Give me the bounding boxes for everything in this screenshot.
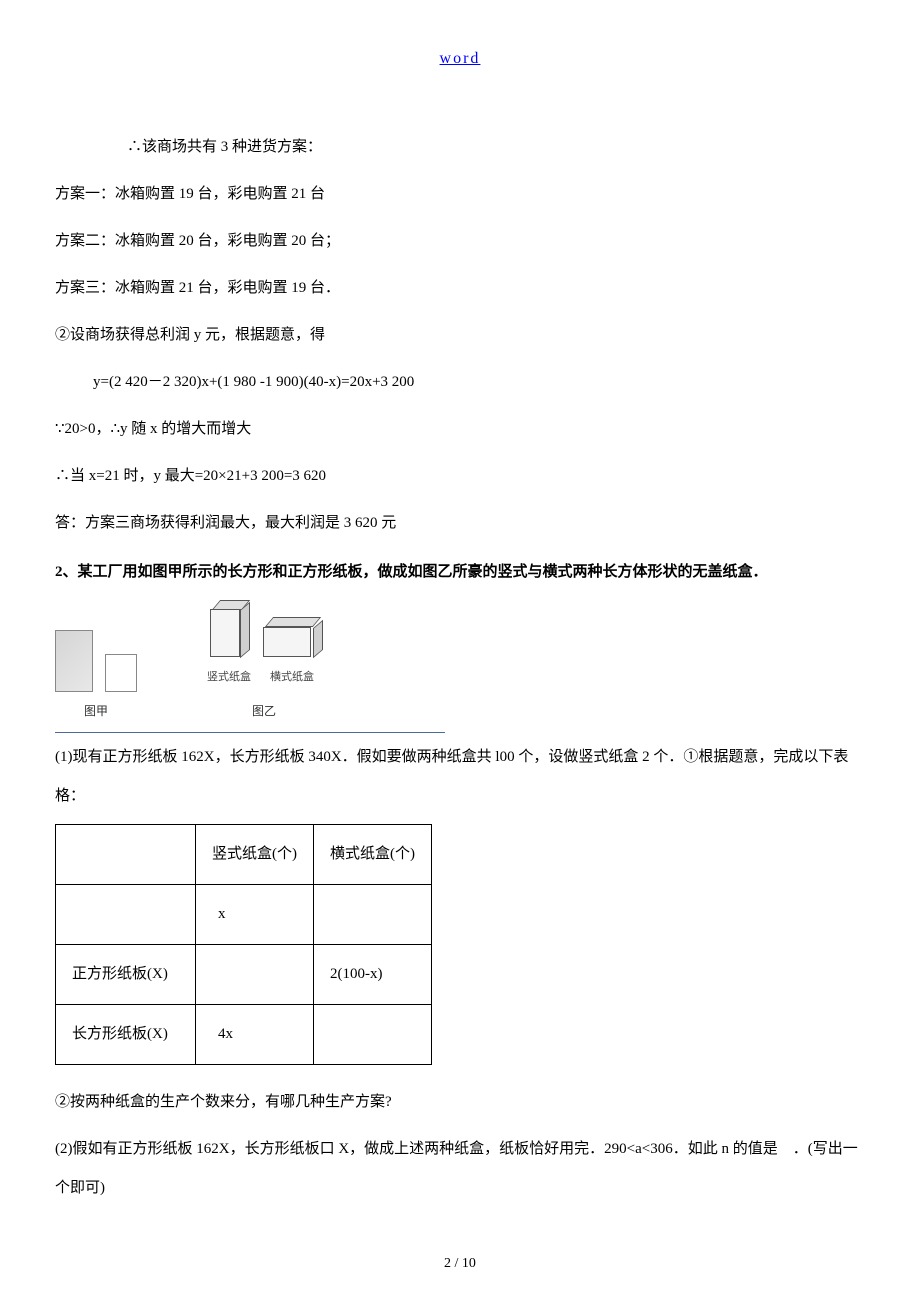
- table-cell-empty: [314, 884, 432, 944]
- data-table: 竖式纸盒(个) 横式纸盒(个) x 正方形纸板(X) 2(100-x) 长方形纸…: [55, 824, 432, 1065]
- table-row: 竖式纸盒(个) 横式纸盒(个): [56, 824, 432, 884]
- table-row2-label: 正方形纸板(X): [56, 944, 196, 1004]
- table-cell-val: 2(100-x): [314, 944, 432, 1004]
- since-line: ∵20>0，∴y 随 x 的增大而增大: [55, 410, 865, 449]
- plan-2: 方案二：冰箱购置 20 台，彩电购置 20 台；: [55, 222, 865, 261]
- figure-yi-label: 图乙: [252, 696, 276, 727]
- equation-line: y=(2 420－2 320)x+(1 980 -1 900)(40-x)=20…: [55, 363, 865, 402]
- setup-line: ②设商场获得总利润 y 元，根据题意，得: [55, 316, 865, 355]
- plan-1: 方案一：冰箱购置 19 台，彩电购置 21 台: [55, 175, 865, 214]
- page-footer: 2 / 10: [0, 1256, 920, 1272]
- table-cell-empty: [196, 944, 314, 1004]
- table-header-col1: 竖式纸盒(个): [196, 824, 314, 884]
- figure-container: 图甲 竖式纸盒 横: [55, 602, 445, 733]
- when-line: ∴当 x=21 时，y 最大=20×21+3 200=3 620: [55, 457, 865, 496]
- figure-jia-label: 图甲: [84, 696, 108, 727]
- table-row: x: [56, 884, 432, 944]
- table-row3-label: 长方形纸板(X): [56, 1004, 196, 1064]
- table-cell-empty: [56, 884, 196, 944]
- table-cell-empty: [314, 1004, 432, 1064]
- question-1: (1)现有正方形纸板 162X，长方形纸板 340X．假如要做两种纸盒共 l00…: [55, 738, 865, 816]
- rect-small: [105, 654, 137, 692]
- problem-2-title: 2、某工厂用如图甲所示的长方形和正方形纸板，做成如图乙所豪的竖式与横式两种长方体…: [55, 553, 865, 592]
- question-2a: ②按两种纸盒的生产个数来分，有哪几种生产方案?: [55, 1083, 865, 1122]
- table-header-col2: 横式纸盒(个): [314, 824, 432, 884]
- box-horizontal: [263, 619, 321, 657]
- page-number: 2 / 10: [444, 1256, 476, 1271]
- rect-large: [55, 630, 93, 692]
- figure-yi: 竖式纸盒 横式纸盒 图乙: [207, 602, 321, 727]
- question-2b: (2)假如有正方形纸板 162X，长方形纸板口 X，做成上述两种纸盒，纸板恰好用…: [55, 1130, 865, 1208]
- answer-line: 答：方案三商场获得利润最大，最大利润是 3 620 元: [55, 504, 865, 543]
- page-header: word: [55, 50, 865, 68]
- table-row: 长方形纸板(X) 4x: [56, 1004, 432, 1064]
- conclusion-line: ∴该商场共有 3 种进货方案：: [55, 128, 865, 167]
- box-vertical: [210, 602, 248, 657]
- table-cell-x: x: [196, 884, 314, 944]
- caption-horizontal: 横式纸盒: [270, 663, 314, 692]
- table-cell-empty: [56, 824, 196, 884]
- table-row: 正方形纸板(X) 2(100-x): [56, 944, 432, 1004]
- plan-3: 方案三：冰箱购置 21 台，彩电购置 19 台．: [55, 269, 865, 308]
- figure-jia: 图甲: [55, 630, 137, 727]
- header-word: word: [440, 50, 481, 67]
- document-content: ∴该商场共有 3 种进货方案： 方案一：冰箱购置 19 台，彩电购置 21 台 …: [55, 128, 865, 1208]
- table-cell-val: 4x: [196, 1004, 314, 1064]
- caption-vertical: 竖式纸盒: [207, 663, 251, 692]
